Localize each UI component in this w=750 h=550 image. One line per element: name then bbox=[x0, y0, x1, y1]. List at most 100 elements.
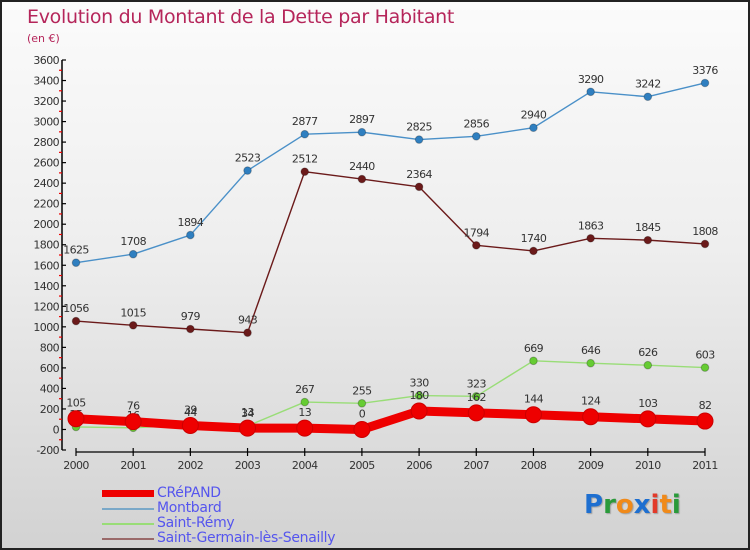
y-tick-label: 3400 bbox=[33, 75, 59, 88]
data-point-saint-remy bbox=[643, 360, 653, 370]
data-point-saint-remy bbox=[529, 356, 538, 366]
data-point-saint-germain-les-senailly bbox=[586, 233, 595, 243]
data-point-crepand bbox=[124, 413, 142, 431]
data-point-crepand bbox=[239, 419, 257, 437]
data-label-crepand: 162 bbox=[467, 391, 486, 404]
data-point-montbard bbox=[643, 92, 653, 102]
data-point-montbard bbox=[529, 123, 538, 133]
data-label-crepand: 105 bbox=[66, 397, 86, 410]
data-label-montbard: 3376 bbox=[692, 64, 718, 77]
data-point-crepand bbox=[582, 408, 600, 426]
data-point-saint-germain-les-senailly bbox=[128, 321, 138, 330]
x-tick-label: 2011 bbox=[692, 459, 718, 472]
data-label-montbard: 1708 bbox=[120, 235, 146, 248]
data-label-saint-remy: 626 bbox=[638, 346, 658, 359]
data-label-crepand: 39 bbox=[184, 403, 197, 416]
data-point-saint-germain-les-senailly bbox=[643, 235, 653, 245]
legend-item: Saint-Germain-lès-Senailly bbox=[102, 530, 336, 546]
data-label-saint-germain-les-senailly: 1808 bbox=[692, 225, 718, 238]
data-point-crepand bbox=[696, 412, 714, 430]
data-label-saint-germain-les-senailly: 1845 bbox=[635, 221, 661, 234]
data-label-crepand: 144 bbox=[524, 393, 544, 406]
y-tick-label: 3000 bbox=[33, 116, 59, 129]
data-point-saint-germain-les-senailly bbox=[71, 316, 81, 326]
data-label-saint-remy: 669 bbox=[524, 342, 544, 355]
series-line-saint-germain-les-senailly bbox=[75, 170, 706, 334]
data-point-montbard bbox=[414, 135, 424, 144]
data-label-saint-germain-les-senailly: 979 bbox=[181, 310, 201, 323]
y-tick-label: -200 bbox=[36, 444, 59, 457]
data-label-crepand: 0 bbox=[359, 407, 366, 420]
data-point-saint-remy bbox=[300, 397, 310, 407]
legend-label: Saint-Germain-lès-Senailly bbox=[157, 530, 336, 546]
data-point-saint-remy bbox=[586, 358, 595, 368]
data-label-montbard: 3290 bbox=[578, 73, 604, 86]
x-tick-label: 2003 bbox=[235, 459, 261, 472]
data-label-saint-germain-les-senailly: 2440 bbox=[349, 160, 375, 173]
data-label-saint-remy: 255 bbox=[352, 384, 372, 397]
data-point-crepand bbox=[410, 402, 428, 420]
data-label-saint-germain-les-senailly: 1015 bbox=[120, 306, 146, 319]
legend-label: CRéPAND bbox=[157, 485, 221, 501]
series-line-montbard bbox=[75, 82, 706, 264]
data-point-saint-germain-les-senailly bbox=[186, 324, 195, 334]
y-tick-label: 0 bbox=[53, 423, 60, 436]
x-tick-label: 2000 bbox=[63, 459, 89, 472]
y-tick-label: 2200 bbox=[33, 198, 59, 211]
data-point-saint-germain-les-senailly bbox=[357, 174, 367, 184]
data-label-montbard: 2940 bbox=[521, 109, 547, 122]
y-tick-label: 800 bbox=[40, 341, 60, 354]
y-tick-label: 3600 bbox=[33, 54, 59, 67]
data-point-montbard bbox=[586, 87, 595, 97]
logo-letter: i bbox=[671, 490, 681, 520]
data-point-montbard bbox=[300, 129, 310, 139]
data-label-saint-remy: 323 bbox=[467, 377, 487, 390]
y-tick-label: 2000 bbox=[33, 218, 59, 231]
data-label-saint-remy: 44 bbox=[184, 406, 197, 419]
data-point-montbard bbox=[243, 166, 252, 175]
data-point-saint-remy bbox=[471, 392, 481, 401]
y-tick-label: 3200 bbox=[33, 95, 59, 108]
y-tick-label: 1800 bbox=[33, 239, 59, 252]
data-label-saint-germain-les-senailly: 2364 bbox=[406, 168, 432, 181]
y-tick-label: 200 bbox=[40, 403, 60, 416]
legend-item: CRéPAND bbox=[102, 486, 335, 501]
x-tick-label: 2007 bbox=[463, 459, 489, 472]
data-point-saint-germain-les-senailly bbox=[529, 246, 538, 256]
data-point-montbard bbox=[700, 78, 710, 88]
logo-letter: P bbox=[584, 490, 604, 520]
data-point-crepand bbox=[639, 410, 657, 428]
x-tick-label: 2004 bbox=[292, 459, 318, 472]
data-label-montbard: 2856 bbox=[463, 117, 489, 130]
chart-title: Evolution du Montant de la Dette par Hab… bbox=[27, 6, 455, 28]
data-point-saint-remy bbox=[357, 399, 367, 408]
data-label-saint-remy: 34 bbox=[241, 407, 254, 420]
data-label-saint-remy: 330 bbox=[409, 377, 429, 390]
legend: CRéPAND Montbard Saint-Rémy Saint-Germain-l… bbox=[102, 486, 336, 546]
data-label-crepand: 76 bbox=[127, 400, 140, 413]
legend-swatch bbox=[102, 537, 154, 540]
data-label-crepand: 82 bbox=[699, 399, 712, 412]
data-point-saint-germain-les-senailly bbox=[300, 167, 310, 176]
data-label-saint-germain-les-senailly: 2512 bbox=[292, 153, 318, 166]
x-tick-label: 2002 bbox=[178, 459, 204, 472]
data-point-crepand bbox=[467, 404, 485, 422]
logo-letter: i bbox=[650, 490, 660, 520]
legend-swatch bbox=[102, 522, 154, 525]
legend-item: Montbard bbox=[102, 501, 335, 516]
legend-item: Saint-Rémy bbox=[102, 516, 335, 531]
data-label-crepand: 103 bbox=[638, 397, 658, 410]
data-label-saint-germain-les-senailly: 1740 bbox=[521, 232, 547, 245]
legend-label: Montbard bbox=[157, 500, 222, 516]
data-point-saint-germain-les-senailly bbox=[414, 182, 424, 192]
data-point-montbard bbox=[186, 230, 195, 240]
logo-letter: t bbox=[659, 490, 672, 520]
logo-letter: x bbox=[633, 490, 651, 520]
data-point-saint-germain-les-senailly bbox=[471, 241, 481, 250]
series-line-crepand bbox=[71, 406, 710, 434]
data-label-crepand: 13 bbox=[298, 406, 311, 419]
y-tick-label: 1000 bbox=[33, 321, 59, 334]
data-label-saint-germain-les-senailly: 943 bbox=[238, 314, 258, 327]
data-point-montbard bbox=[128, 249, 138, 259]
